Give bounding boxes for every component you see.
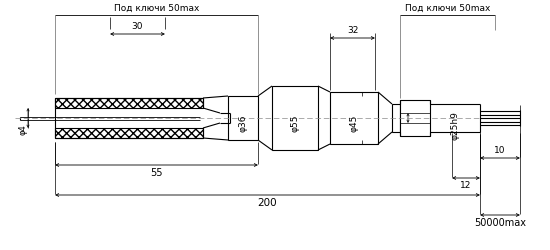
Bar <box>228 96 258 140</box>
Text: φ25h9: φ25h9 <box>450 112 459 140</box>
Text: 30: 30 <box>132 22 143 31</box>
Bar <box>55 98 203 108</box>
Text: Под ключи 50mах: Под ключи 50mах <box>114 4 199 13</box>
Bar <box>272 86 318 150</box>
Text: 200: 200 <box>258 198 277 208</box>
Text: Под ключи 50mах: Под ключи 50mах <box>405 4 490 13</box>
Text: 10: 10 <box>494 146 506 155</box>
Text: 55: 55 <box>150 168 163 178</box>
Bar <box>330 92 378 144</box>
Text: 12: 12 <box>460 181 472 190</box>
Text: 32: 32 <box>347 26 358 35</box>
Text: φ36: φ36 <box>239 114 248 132</box>
Text: φ55: φ55 <box>290 114 300 132</box>
Text: φ45: φ45 <box>349 114 359 132</box>
Bar <box>400 100 430 136</box>
Text: 50000mах: 50000mах <box>474 218 526 228</box>
Text: φ4: φ4 <box>19 124 28 136</box>
Bar <box>392 104 400 132</box>
Bar <box>55 128 203 138</box>
